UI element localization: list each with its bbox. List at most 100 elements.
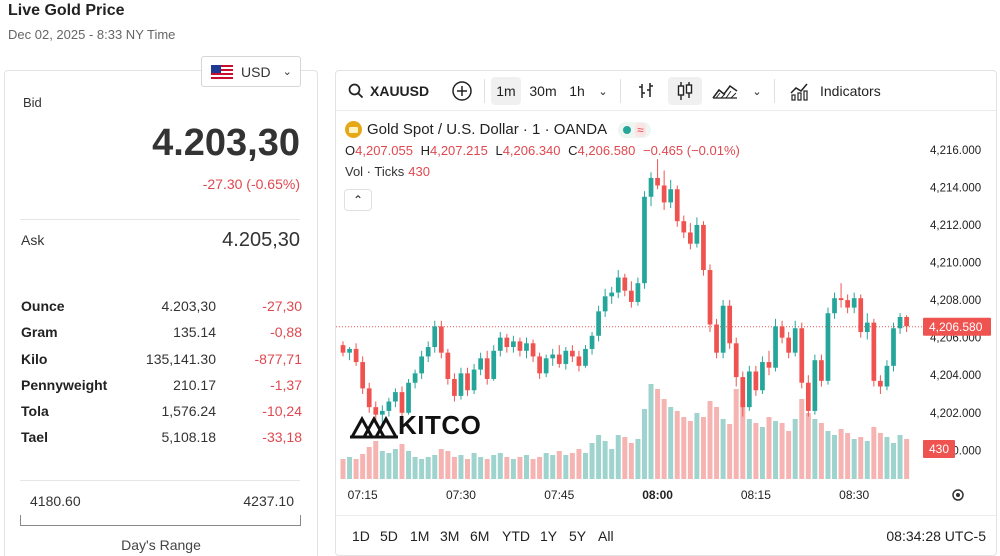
volume-bar [733,389,739,479]
volume-bar [510,459,516,479]
volume-bar [530,459,536,479]
market-open-dot-icon [623,125,632,134]
candle-body [648,177,654,197]
candle-body [707,270,713,325]
bar-style-button[interactable] [632,77,660,105]
time-axis-label: 07:15 [348,488,378,502]
candle-body [524,343,529,351]
candle-body [760,362,765,391]
interval-30m[interactable]: 30m [529,83,557,99]
volume-bar [799,399,805,479]
compare-symbol-button[interactable] [448,77,476,105]
candle-body [727,305,733,344]
volume-bar [877,433,883,479]
legend-title: Gold Spot / U.S. Dollar · 1 · OANDA [367,121,608,138]
unit-price: 135.14 [173,324,216,341]
candle-body [694,224,700,244]
collapse-legend-button[interactable]: ⌃ [344,189,372,211]
unit-price: 5,108.18 [161,429,217,446]
chevron-up-icon: ⌃ [352,193,364,207]
range-ytd[interactable]: YTD [502,528,530,544]
candle-body [740,377,746,408]
volume-bar [445,451,451,479]
volume-bar [746,419,752,479]
volume-bar [576,449,582,479]
currency-select[interactable]: USD ⌄ [201,56,301,87]
price-axis-label: 4,204.000 [930,370,981,382]
symbol-search[interactable]: XAUUSD [346,77,446,105]
time-axis-label: 08:15 [741,488,771,502]
candles-style-button[interactable] [668,77,702,105]
range-1d[interactable]: 1D [352,528,370,544]
indicators-label: Indicators [820,83,881,99]
volume-bar [419,459,425,479]
unit-price: 135,141.30 [145,350,216,367]
volume-bar [399,444,405,479]
interval-dropdown[interactable]: ⌄ [594,77,612,105]
range-1y[interactable]: 1Y [540,528,558,544]
volume-bar [392,449,398,479]
volume-bar [668,407,674,479]
volume-bar [681,417,687,479]
chart-clock: 08:34:28 UTC-5 [886,528,986,544]
volume-bar [832,435,838,479]
range-3m[interactable]: 3M [440,528,460,544]
candle-body [412,373,418,383]
volume-bar [864,441,870,479]
candle-body [511,341,516,348]
volume-bar [478,457,484,479]
candle-body [622,277,628,291]
volume-bar [720,419,726,479]
time-axis-label: 08:00 [642,488,673,502]
unit-price-table: Ounce 4.203,30 -27,30 Gram 135.14 -0,88 … [20,296,304,454]
table-row: Ounce 4.203,30 -27,30 [20,296,304,322]
candle-body [838,298,844,301]
range-1m[interactable]: 1M [410,528,430,544]
candle-body [478,358,483,370]
candle-body [701,224,706,271]
volume-bar [897,435,903,479]
volume-bar [524,455,529,479]
volume-bar [347,457,353,479]
volume-bar [340,459,346,479]
range-6m[interactable]: 6M [470,528,490,544]
volume-bar [537,457,543,479]
volume-bar [425,457,431,479]
price-axis-label: 4,210.000 [930,258,981,270]
volume-bar [818,423,824,479]
currency-label: USD [241,63,271,80]
range-5y[interactable]: 5Y [569,528,587,544]
bars-icon [639,83,653,98]
chart-widget: XAUUSD 1m 30m 1h ⌄ ⌄ Indicators 4,216.00… [335,70,997,556]
volume-legend: Vol · Ticks 430 [345,164,740,179]
volume-bar [465,459,471,479]
candle-body [733,343,739,378]
chart-style-dropdown[interactable]: ⌄ [748,77,766,105]
range-all[interactable]: All [598,528,614,544]
volume-bar [635,439,641,479]
candle-body [884,365,890,387]
candles-icon [677,82,693,100]
volume-bar [766,417,772,479]
interval-1h[interactable]: 1h [569,83,585,99]
interval-1m[interactable]: 1m [491,77,521,105]
last-price-label: 4,206.580 [929,320,983,334]
open-value: 4,207.055 [355,143,413,158]
candle-body [432,326,438,348]
candle-body [379,410,385,415]
chevron-down-icon: ⌄ [282,66,292,78]
candle-body [687,232,693,244]
symbol-label: XAUUSD [370,83,430,99]
volume-bar [904,439,910,479]
day-range-low: 4180.60 [30,493,81,509]
volume-bar [648,384,654,479]
last-price-tag [923,317,991,336]
candle-body [347,348,352,353]
area-style-button[interactable] [708,77,742,105]
unit-change: -33,18 [262,429,302,446]
price-chart[interactable]: 4,216.000 4,214.000 4,212.000 4,210.000 4,20… [336,111,997,515]
indicators-button[interactable]: Indicators [786,77,888,105]
candle-body [517,341,523,351]
unit-change: -1,37 [270,376,302,393]
range-5d[interactable]: 5D [380,528,398,544]
